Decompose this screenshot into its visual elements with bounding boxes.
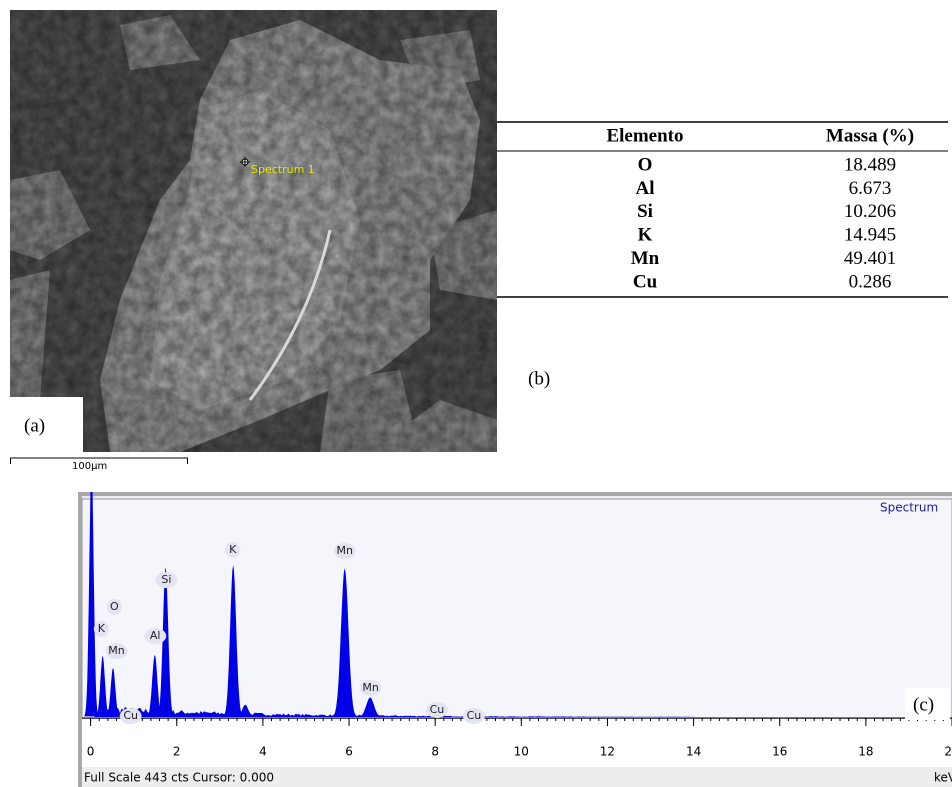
table-cell: 10.206 <box>844 201 896 222</box>
caption-box <box>10 397 83 452</box>
spot-label: Spectrum 1 <box>251 163 315 176</box>
peak-label: K <box>98 622 106 635</box>
x-tick-label: 2 <box>173 745 181 759</box>
table-row-header: Si <box>637 201 653 222</box>
x-tick-label: 4 <box>259 745 267 759</box>
x-tick-label: 20 <box>944 745 952 759</box>
peak-label: Cu <box>430 703 445 716</box>
spectrum-title: Spectrum <box>880 501 938 515</box>
caption: (a) <box>24 415 45 436</box>
peak-label: Al <box>150 629 161 642</box>
x-tick-label: 10 <box>514 745 529 759</box>
peak-label: Mn <box>362 681 378 694</box>
spectrum-panel: 02468101214161820KOMnAlSiKMnMnCuCuCuSpec… <box>78 462 952 787</box>
scale-bar-label: 100µm <box>72 461 107 472</box>
x-tick-label: 12 <box>600 745 615 759</box>
table-cell: 18.489 <box>844 154 896 175</box>
peak-label: K <box>229 543 237 556</box>
caption: (c) <box>913 694 934 715</box>
table-row-header: Cu <box>633 271 658 292</box>
table-row-header: Mn <box>631 248 660 269</box>
table-cell: 14.945 <box>844 225 896 246</box>
caption: (b) <box>528 368 550 389</box>
table-row-header: O <box>638 154 653 175</box>
peak-label: Cu <box>467 709 482 722</box>
x-tick-label: 14 <box>686 745 701 759</box>
peak-label: Mn <box>336 544 352 557</box>
status-text: Full Scale 443 cts Cursor: 0.000 <box>84 771 274 785</box>
peak-label: Si <box>161 573 171 586</box>
x-tick-label: 16 <box>772 745 787 759</box>
table-row-header: K <box>638 225 653 246</box>
table-row-header: Al <box>636 178 655 199</box>
x-tick-label: 0 <box>87 745 95 759</box>
page: Spectrum 1 (a) 100µm Elemento Massa (%) O 1… <box>0 0 952 787</box>
x-tick-label: 6 <box>345 745 353 759</box>
table-header: Massa (%) <box>826 125 914 146</box>
peak-label: Mn <box>108 644 124 657</box>
table-cell: 6.673 <box>849 178 892 199</box>
table-cell: 0.286 <box>849 271 892 292</box>
peak-label: O <box>110 600 119 613</box>
table: Elemento Massa (%) O 18.489 Al 6.673 Si 10.206 K… <box>497 122 948 297</box>
peak-label: Cu <box>123 709 138 722</box>
table-cell: 49.401 <box>844 248 896 269</box>
figure: Spectrum 1 (a) 100µm Elemento Massa (%) O 1… <box>0 0 952 787</box>
x-tick-label: 8 <box>431 745 439 759</box>
sem-image <box>10 10 497 452</box>
x-tick-label: 18 <box>858 745 873 759</box>
x-unit: keV <box>934 771 952 785</box>
table-header: Elemento <box>606 125 683 146</box>
